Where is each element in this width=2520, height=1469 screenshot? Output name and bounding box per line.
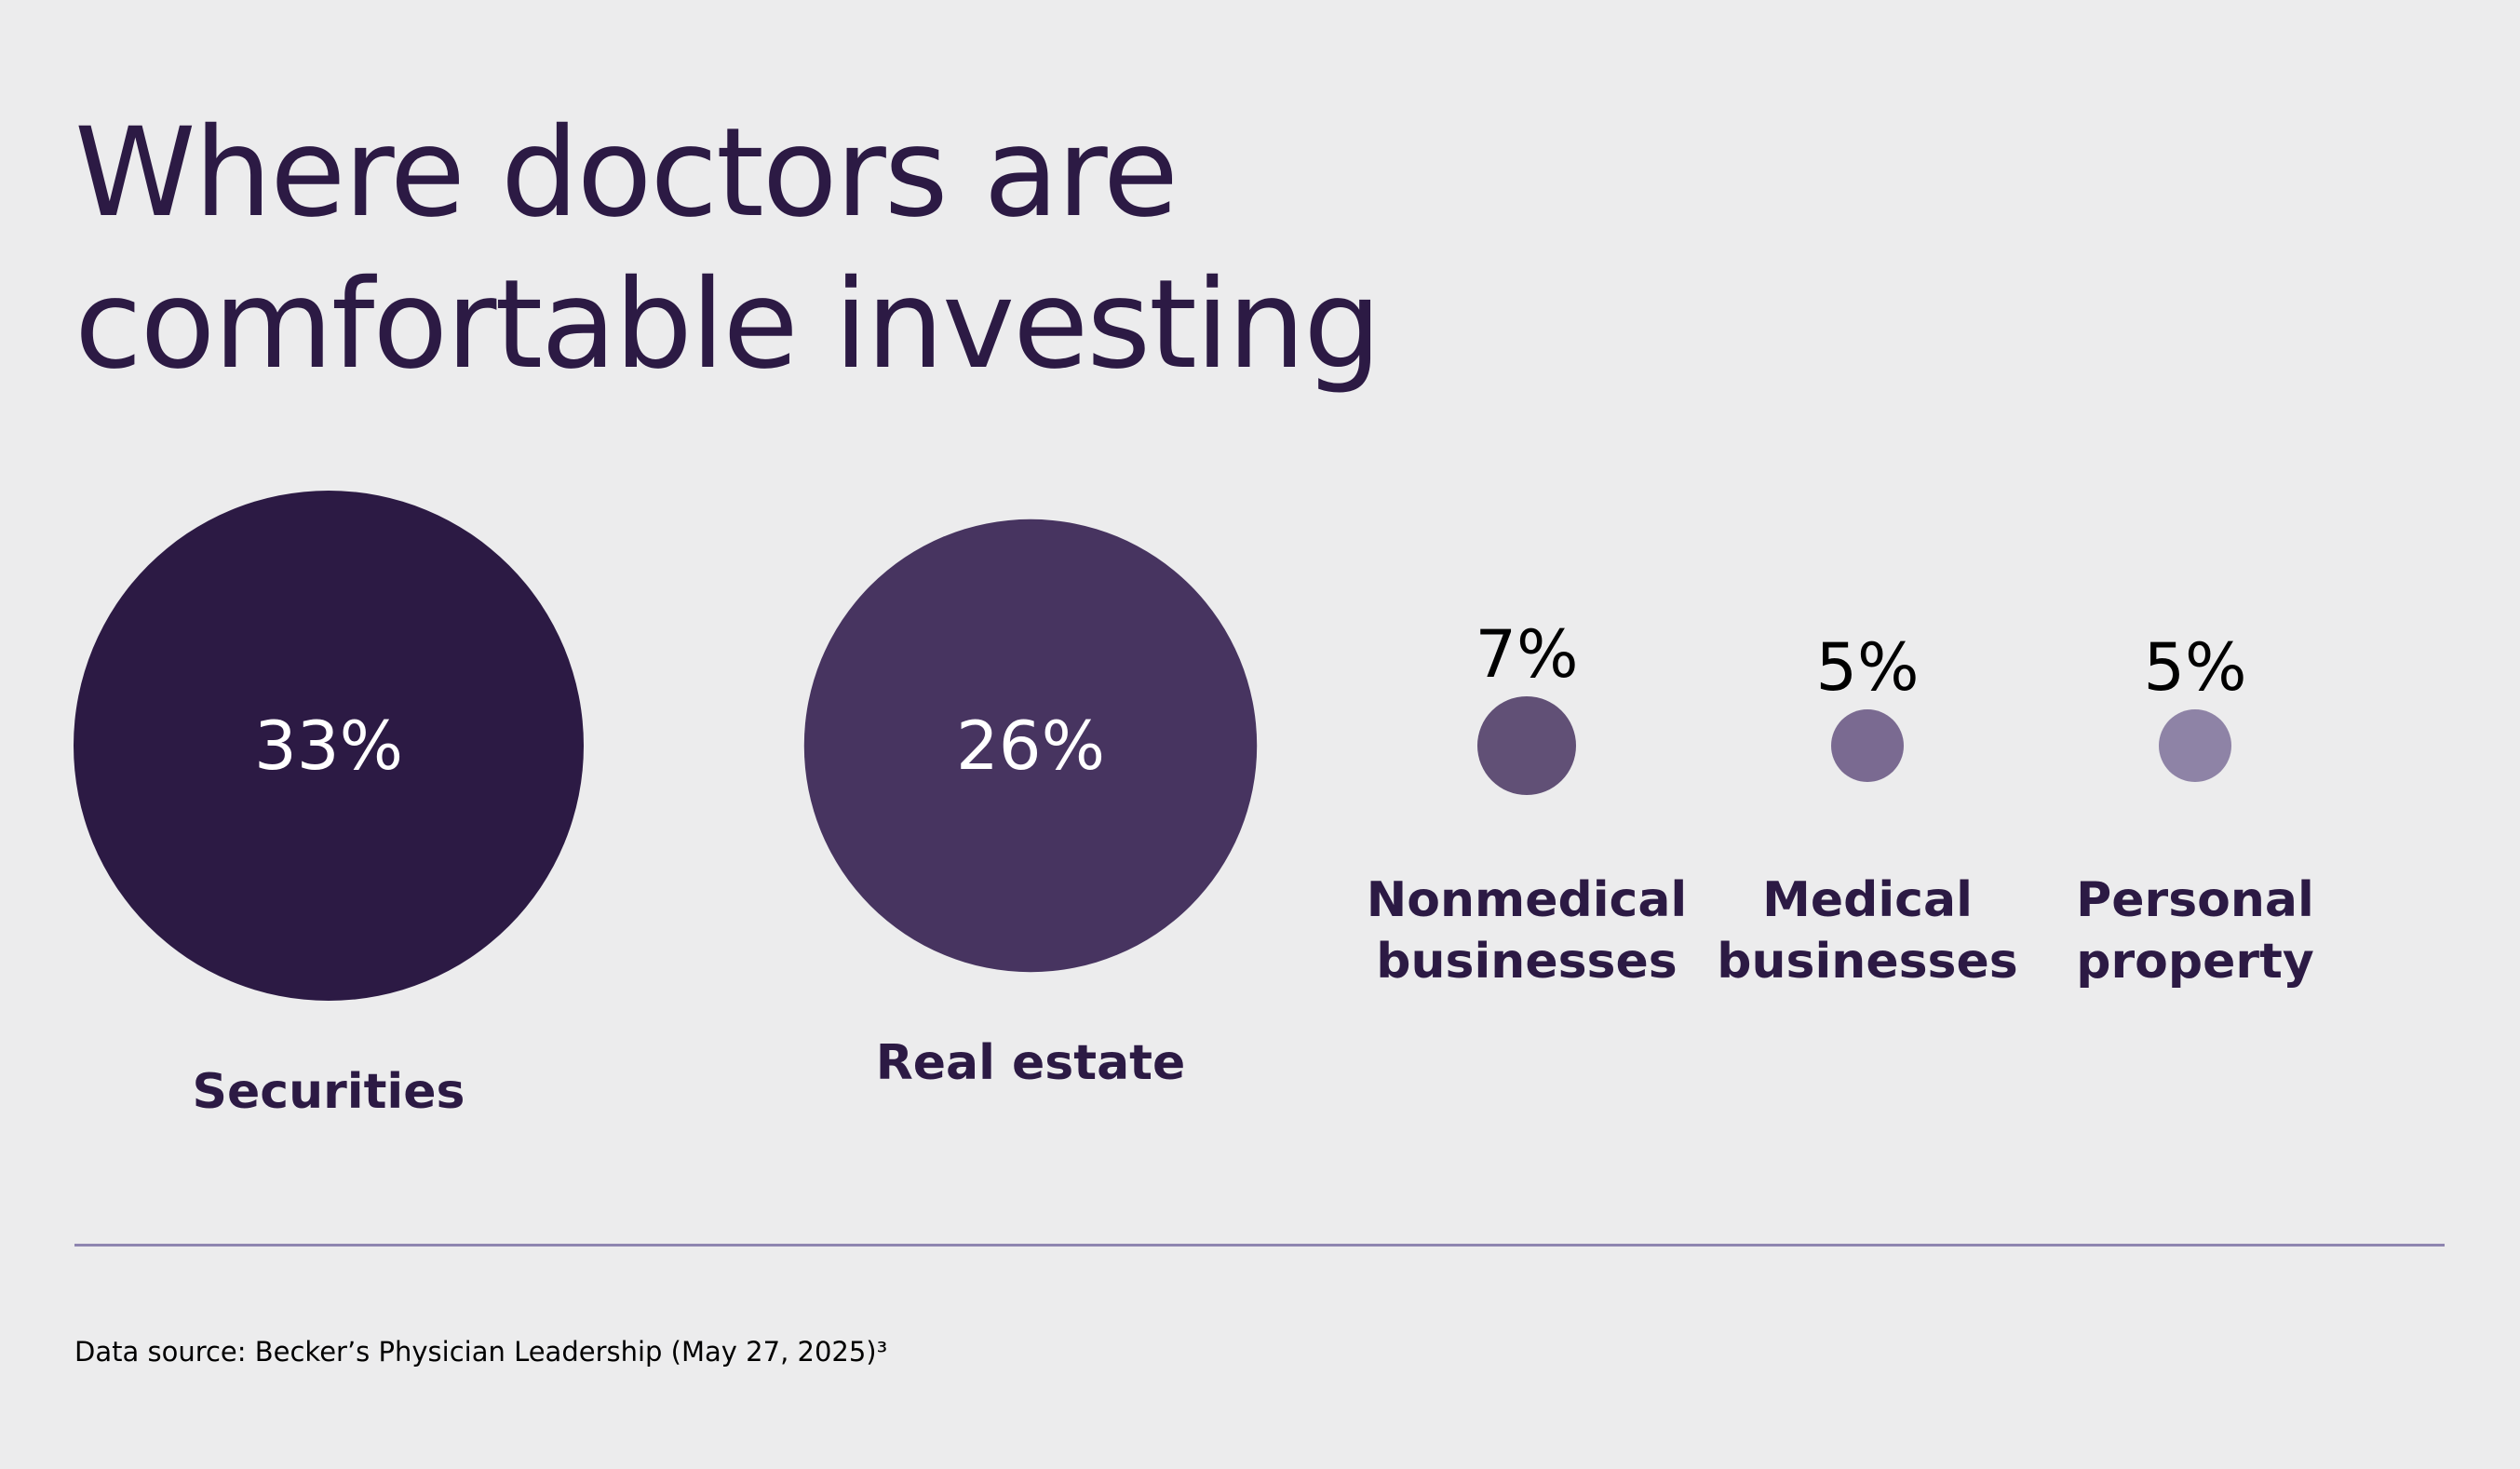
category-label-personal-property-line-2: property xyxy=(2076,934,2313,990)
bubble-personal-property xyxy=(2159,709,2231,782)
divider xyxy=(74,1244,2445,1247)
bubble-nonmedical-businesses xyxy=(1477,696,1576,795)
bubble-securities xyxy=(74,491,584,1001)
bubble-group-personal-property: 5% Personal property xyxy=(2076,629,2314,990)
chart-title-line-2: comfortable investing xyxy=(74,253,1381,397)
bubble-group-real-estate: 26% Real estate xyxy=(803,519,1258,1091)
data-source-note: Data source: Becker’s Physician Leadersh… xyxy=(74,1336,888,1368)
bubble-real-estate xyxy=(803,519,1258,973)
bubble-group-securities: 33% Securities xyxy=(74,491,584,1120)
value-label-real-estate: 26% xyxy=(956,707,1105,785)
value-label-nonmedical-businesses: 7% xyxy=(1475,616,1578,693)
bubble-medical-businesses xyxy=(1831,709,1904,782)
value-label-medical-businesses: 5% xyxy=(1815,629,1919,706)
category-label-securities: Securities xyxy=(193,1064,465,1120)
category-label-nonmedical-businesses-line-1: Nonmedical xyxy=(1367,872,1688,928)
category-label-personal-property-line-1: Personal xyxy=(2076,872,2314,928)
category-label-real-estate: Real estate xyxy=(876,1035,1186,1091)
category-label-nonmedical-businesses-line-2: businesses xyxy=(1376,934,1677,990)
chart-title: Where doctors are comfortable investing xyxy=(74,98,1657,401)
bubble-group-medical-businesses: 5% Medical businesses xyxy=(1717,629,2017,990)
category-label-medical-businesses-line-2: businesses xyxy=(1717,934,2017,990)
bubble-group-nonmedical-businesses: 7% Nonmedical businesses xyxy=(1367,616,1688,990)
value-label-personal-property: 5% xyxy=(2143,629,2246,706)
chart-title-line-1: Where doctors are xyxy=(74,101,1179,245)
category-label-medical-businesses-line-1: Medical xyxy=(1762,872,1973,928)
value-label-securities: 33% xyxy=(254,707,403,785)
